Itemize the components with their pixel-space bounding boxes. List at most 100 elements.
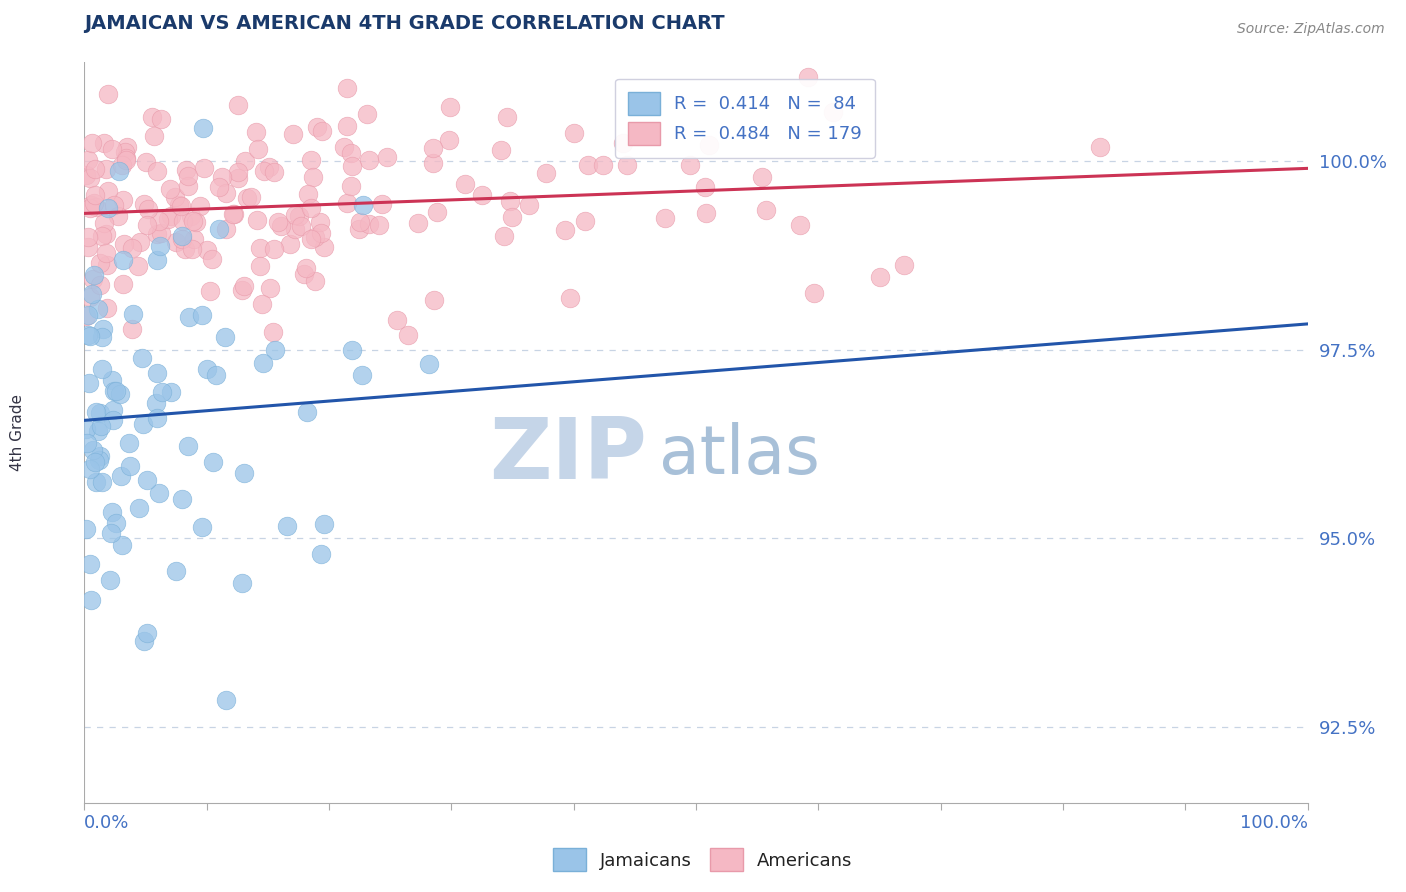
Point (259, 281, 281, 295)
Point (263, 165, 285, 179)
Point (342, 343, 364, 358)
Point (695, 206, 717, 220)
Point (97, 184, 120, 198)
Point (127, 259, 149, 273)
Point (165, 235, 187, 250)
Point (82, 271, 104, 285)
Point (422, 141, 444, 155)
Point (100, 142, 122, 156)
Point (174, 162, 197, 177)
Point (222, 207, 245, 221)
Point (98, 573, 121, 587)
Point (108, 387, 131, 401)
Point (111, 277, 134, 291)
Point (83, 268, 105, 283)
Point (157, 212, 180, 227)
Point (121, 322, 143, 336)
Point (454, 178, 477, 192)
Point (90, 418, 112, 433)
Text: 4th Grade: 4th Grade (10, 394, 24, 471)
Point (191, 520, 214, 534)
Legend: R =  0.414   N =  84, R =  0.484   N = 179: R = 0.414 N = 84, R = 0.484 N = 179 (614, 78, 875, 158)
Point (336, 80, 359, 95)
Legend: Jamaicans, Americans: Jamaicans, Americans (546, 841, 860, 879)
Point (80, 287, 103, 301)
Point (132, 197, 155, 211)
Point (246, 212, 269, 227)
Text: ZIP: ZIP (489, 414, 647, 497)
Point (186, 215, 208, 229)
Point (215, 222, 238, 236)
Point (96, 246, 118, 260)
Point (340, 179, 363, 194)
Point (79, 171, 101, 186)
Point (114, 145, 136, 159)
Point (89, 450, 111, 464)
Point (180, 242, 202, 256)
Point (146, 227, 169, 241)
Point (312, 516, 335, 531)
Point (89, 256, 111, 270)
Point (426, 205, 449, 219)
Point (77, 308, 100, 322)
Point (82, 136, 104, 150)
Point (111, 538, 134, 552)
Point (276, 519, 298, 533)
Point (797, 70, 820, 84)
Point (91, 361, 114, 376)
Point (222, 207, 245, 221)
Point (121, 241, 143, 255)
Point (90, 330, 112, 344)
Text: 100.0%: 100.0% (1240, 814, 1308, 832)
Point (349, 215, 371, 229)
Point (165, 564, 187, 578)
Point (489, 144, 512, 158)
Point (150, 227, 173, 241)
Point (309, 226, 332, 240)
Point (869, 269, 891, 284)
Point (117, 140, 139, 154)
Point (240, 190, 263, 204)
Point (141, 110, 163, 124)
Point (305, 120, 328, 135)
Point (226, 165, 249, 179)
Text: Source: ZipAtlas.com: Source: ZipAtlas.com (1237, 22, 1385, 37)
Point (697, 138, 720, 153)
Point (422, 156, 444, 170)
Point (105, 384, 128, 398)
Point (592, 158, 614, 172)
Point (295, 261, 318, 276)
Point (118, 436, 141, 450)
Point (89, 278, 111, 293)
Point (501, 210, 523, 224)
Point (335, 119, 357, 133)
Point (288, 209, 311, 223)
Point (495, 110, 517, 124)
Point (263, 242, 285, 256)
Point (190, 308, 212, 322)
Point (79, 290, 101, 304)
Point (576, 158, 599, 172)
Point (145, 396, 167, 410)
Point (170, 491, 193, 506)
Point (267, 214, 290, 228)
Point (893, 258, 915, 272)
Point (215, 693, 238, 707)
Point (188, 199, 211, 213)
Point (93, 216, 115, 230)
Point (332, 140, 354, 154)
Point (148, 486, 170, 500)
Point (75, 522, 97, 536)
Point (146, 253, 169, 268)
Point (172, 228, 194, 243)
Point (406, 216, 429, 230)
Point (536, 166, 558, 180)
Point (129, 235, 152, 249)
Point (131, 351, 153, 365)
Point (79, 201, 101, 215)
Point (193, 161, 215, 176)
Point (823, 105, 845, 120)
Point (233, 154, 256, 169)
Point (375, 150, 398, 164)
Point (789, 218, 811, 232)
